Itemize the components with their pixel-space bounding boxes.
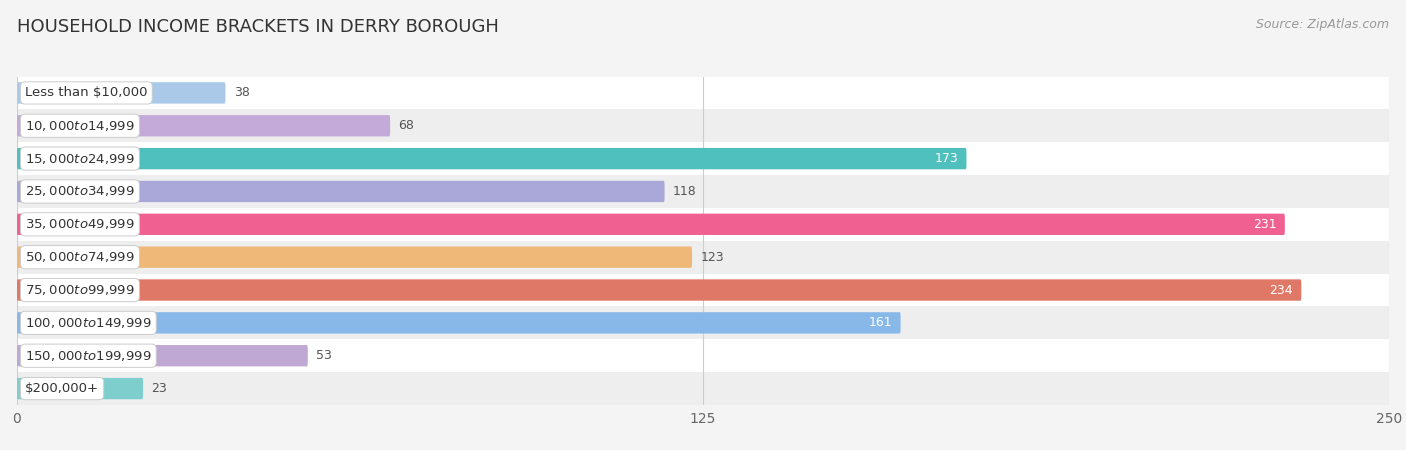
Bar <box>17 142 1389 175</box>
Bar <box>17 372 1389 405</box>
Text: 123: 123 <box>700 251 724 264</box>
Text: 161: 161 <box>869 316 893 329</box>
FancyBboxPatch shape <box>17 115 389 136</box>
Text: $35,000 to $49,999: $35,000 to $49,999 <box>25 217 135 231</box>
Bar <box>17 339 1389 372</box>
Bar <box>17 175 1389 208</box>
FancyBboxPatch shape <box>17 181 665 202</box>
FancyBboxPatch shape <box>17 279 1302 301</box>
FancyBboxPatch shape <box>17 378 143 399</box>
FancyBboxPatch shape <box>17 345 308 366</box>
Text: $200,000+: $200,000+ <box>25 382 98 395</box>
Text: $15,000 to $24,999: $15,000 to $24,999 <box>25 152 135 166</box>
Text: $75,000 to $99,999: $75,000 to $99,999 <box>25 283 135 297</box>
Text: $25,000 to $34,999: $25,000 to $34,999 <box>25 184 135 198</box>
Bar <box>17 241 1389 274</box>
Text: 234: 234 <box>1270 284 1294 297</box>
Text: $10,000 to $14,999: $10,000 to $14,999 <box>25 119 135 133</box>
Text: 68: 68 <box>398 119 415 132</box>
FancyBboxPatch shape <box>17 312 901 333</box>
Text: 38: 38 <box>233 86 249 99</box>
Text: 53: 53 <box>316 349 332 362</box>
Bar <box>17 208 1389 241</box>
Text: $50,000 to $74,999: $50,000 to $74,999 <box>25 250 135 264</box>
Bar <box>17 274 1389 306</box>
Text: Less than $10,000: Less than $10,000 <box>25 86 148 99</box>
Text: $100,000 to $149,999: $100,000 to $149,999 <box>25 316 152 330</box>
FancyBboxPatch shape <box>17 247 692 268</box>
Text: Source: ZipAtlas.com: Source: ZipAtlas.com <box>1256 18 1389 31</box>
Text: 23: 23 <box>152 382 167 395</box>
Text: 231: 231 <box>1253 218 1277 231</box>
Text: 118: 118 <box>673 185 696 198</box>
Bar <box>17 306 1389 339</box>
Bar <box>17 76 1389 109</box>
FancyBboxPatch shape <box>17 214 1285 235</box>
Text: $150,000 to $199,999: $150,000 to $199,999 <box>25 349 152 363</box>
Text: HOUSEHOLD INCOME BRACKETS IN DERRY BOROUGH: HOUSEHOLD INCOME BRACKETS IN DERRY BOROU… <box>17 18 499 36</box>
FancyBboxPatch shape <box>17 148 966 169</box>
Text: 173: 173 <box>935 152 959 165</box>
FancyBboxPatch shape <box>17 82 225 104</box>
Bar <box>17 109 1389 142</box>
